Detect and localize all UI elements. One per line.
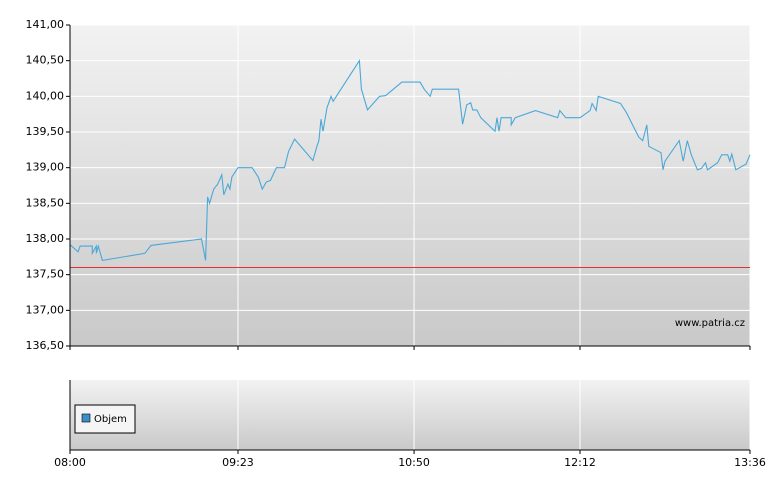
- x-tick-label: 09:23: [222, 456, 254, 469]
- x-tick-label: 08:00: [54, 456, 86, 469]
- x-tick-label: 10:50: [398, 456, 430, 469]
- y-tick-label: 140,50: [26, 54, 65, 67]
- x-tick-label: 13:36: [734, 456, 766, 469]
- plot-area: [70, 25, 750, 346]
- legend-label: Objem: [94, 414, 127, 425]
- y-tick-label: 138,00: [26, 232, 65, 245]
- y-tick-label: 138,50: [26, 196, 65, 209]
- y-tick-label: 139,50: [26, 125, 65, 138]
- y-tick-label: 137,50: [26, 268, 65, 281]
- price-line: [69, 59, 751, 262]
- volume-area: [70, 380, 750, 450]
- y-tick-label: 140,00: [26, 89, 65, 102]
- y-tick-label: 136,50: [26, 339, 65, 352]
- y-tick-label: 141,00: [26, 18, 65, 31]
- y-tick-label: 139,00: [26, 161, 65, 174]
- legend-swatch: [81, 413, 91, 423]
- x-tick-label: 12:12: [564, 456, 596, 469]
- y-tick-label: 137,00: [26, 303, 65, 316]
- watermark: www.patria.cz: [675, 318, 745, 329]
